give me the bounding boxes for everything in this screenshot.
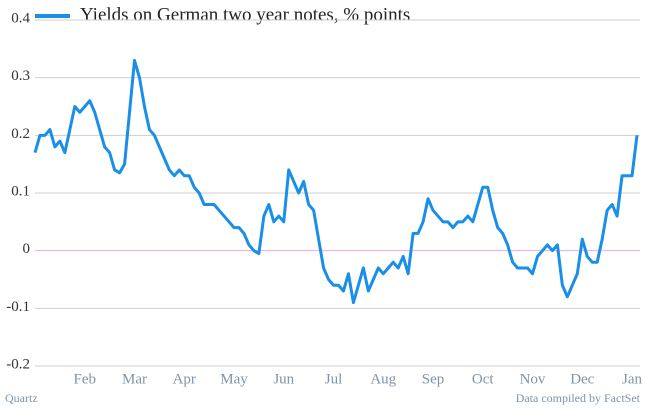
- y-tick-label: -0.2: [6, 356, 30, 372]
- x-tick-label: Apr: [173, 371, 196, 387]
- x-tick-label: Oct: [472, 371, 494, 387]
- x-tick-label: Jul: [325, 371, 343, 387]
- legend-label: Yields on German two year notes, % point…: [80, 4, 410, 25]
- y-tick-label: 0.1: [11, 183, 30, 199]
- y-tick-label: 0.3: [11, 68, 30, 84]
- y-tick-label: 0: [23, 241, 31, 257]
- x-tick-label: Dec: [570, 371, 594, 387]
- x-tick-label: Aug: [370, 371, 396, 387]
- source-left: Quartz: [5, 391, 38, 405]
- x-tick-label: Jun: [273, 371, 294, 387]
- x-tick-label: Mar: [122, 371, 147, 387]
- x-tick-label: Feb: [74, 371, 97, 387]
- x-tick-label: May: [220, 371, 248, 387]
- x-tick-label: Nov: [520, 371, 546, 387]
- x-tick-label: Jan: [622, 371, 642, 387]
- y-tick-label: 0.2: [11, 126, 30, 142]
- y-tick-label: 0.4: [11, 10, 30, 26]
- x-tick-label: Sep: [422, 371, 445, 387]
- source-right: Data compiled by FactSet: [516, 391, 641, 405]
- data-line: [33, 58, 639, 305]
- y-tick-label: -0.1: [6, 299, 30, 315]
